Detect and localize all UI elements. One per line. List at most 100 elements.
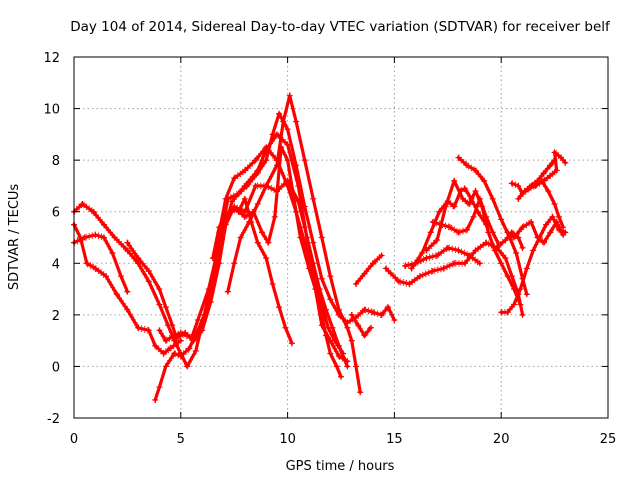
data-point-marker xyxy=(515,195,522,202)
data-point-marker xyxy=(235,190,242,197)
data-point-marker xyxy=(451,260,458,267)
data-series-pass-19 xyxy=(504,218,567,246)
data-point-marker xyxy=(244,182,251,189)
y-tick-label: 12 xyxy=(43,51,60,66)
data-point-marker xyxy=(538,177,545,184)
data-point-marker xyxy=(111,234,118,241)
data-point-marker xyxy=(547,162,554,169)
data-point-marker xyxy=(348,337,355,344)
data-series-pass-6 xyxy=(152,110,398,403)
data-point-marker xyxy=(534,234,541,241)
data-point-marker xyxy=(293,118,300,125)
data-point-marker xyxy=(481,177,488,184)
series-marker-band xyxy=(404,249,481,270)
data-point-marker xyxy=(211,273,218,280)
data-point-marker xyxy=(145,327,152,334)
data-point-marker xyxy=(423,247,430,254)
data-point-marker xyxy=(562,159,569,166)
grid xyxy=(74,57,608,418)
data-point-marker xyxy=(318,322,325,329)
data-point-marker xyxy=(523,291,530,298)
series-line xyxy=(506,220,565,245)
data-point-marker xyxy=(152,396,159,403)
data-point-marker xyxy=(549,213,556,220)
x-tick-label: 10 xyxy=(279,432,296,447)
data-point-marker xyxy=(440,265,447,272)
data-point-marker xyxy=(318,275,325,282)
data-point-marker xyxy=(338,373,344,380)
x-tick-label: 20 xyxy=(493,432,510,447)
data-point-marker xyxy=(237,234,244,241)
data-point-marker xyxy=(489,195,496,202)
x-axis-title: GPS time / hours xyxy=(286,459,395,474)
data-point-marker xyxy=(177,329,184,336)
data-point-marker xyxy=(109,249,116,256)
data-series-pass-9 xyxy=(235,195,295,347)
y-tick-label: 0 xyxy=(52,360,60,375)
data-point-marker xyxy=(310,195,317,202)
data-point-marker xyxy=(218,234,225,241)
data-point-marker xyxy=(301,203,308,210)
series-marker-band xyxy=(351,311,372,334)
plot-frame xyxy=(73,56,609,419)
series-marker-band xyxy=(425,177,522,303)
series-marker-band xyxy=(432,195,524,246)
data-point-marker xyxy=(464,226,471,233)
data-point-marker xyxy=(100,221,107,228)
data-point-marker xyxy=(224,211,231,218)
data-point-marker xyxy=(252,182,259,189)
data-point-marker xyxy=(560,224,567,231)
data-point-marker xyxy=(528,182,535,189)
data-point-marker xyxy=(124,306,131,313)
data-point-marker xyxy=(551,200,558,207)
data-point-marker xyxy=(194,327,201,334)
data-point-marker xyxy=(301,224,308,231)
data-point-marker xyxy=(472,188,479,195)
series-marker-band xyxy=(511,149,566,192)
data-point-marker xyxy=(434,237,441,244)
data-point-marker xyxy=(162,304,169,311)
series-marker-band xyxy=(458,154,528,292)
data-point-marker xyxy=(547,229,554,236)
data-point-marker xyxy=(297,234,304,241)
data-series-pass-8 xyxy=(209,144,351,365)
data-series-pass-22 xyxy=(538,177,567,231)
data-point-marker xyxy=(254,200,261,207)
y-axis-tick-labels: -2 0 2 4 6 8 10 12 xyxy=(43,51,60,427)
data-point-marker xyxy=(192,347,199,354)
y-tick-label: 4 xyxy=(52,257,60,272)
series-marker-band xyxy=(227,177,349,365)
series-line xyxy=(424,179,522,307)
data-point-marker xyxy=(496,242,503,249)
data-point-marker xyxy=(286,92,293,99)
data-point-marker xyxy=(451,203,458,210)
data-point-marker xyxy=(177,353,184,360)
data-point-marker xyxy=(545,188,552,195)
data-point-marker xyxy=(117,273,124,280)
data-point-marker xyxy=(162,363,169,370)
data-point-marker xyxy=(145,278,152,285)
series-marker-band xyxy=(355,257,383,287)
data-point-marker xyxy=(361,270,368,277)
data-point-marker xyxy=(378,311,385,318)
series-marker-band xyxy=(227,182,349,370)
data-point-marker xyxy=(263,182,270,189)
data-point-marker xyxy=(523,265,530,272)
series-line xyxy=(236,197,294,345)
data-point-marker xyxy=(269,280,276,287)
y-axis-title: SDTVAR / TECUs xyxy=(7,184,22,291)
data-point-marker xyxy=(436,208,443,215)
data-point-marker xyxy=(361,332,368,339)
y-tick-label: 8 xyxy=(52,154,60,169)
data-point-marker xyxy=(344,358,351,365)
data-point-marker xyxy=(540,239,547,246)
data-point-marker xyxy=(483,239,490,246)
data-series-pass-16 xyxy=(423,177,524,308)
data-point-marker xyxy=(515,182,522,189)
series-marker-band xyxy=(158,97,361,395)
data-point-marker xyxy=(169,322,176,329)
data-point-marker xyxy=(271,213,278,220)
data-point-marker xyxy=(427,229,434,236)
data-point-marker xyxy=(276,304,283,311)
